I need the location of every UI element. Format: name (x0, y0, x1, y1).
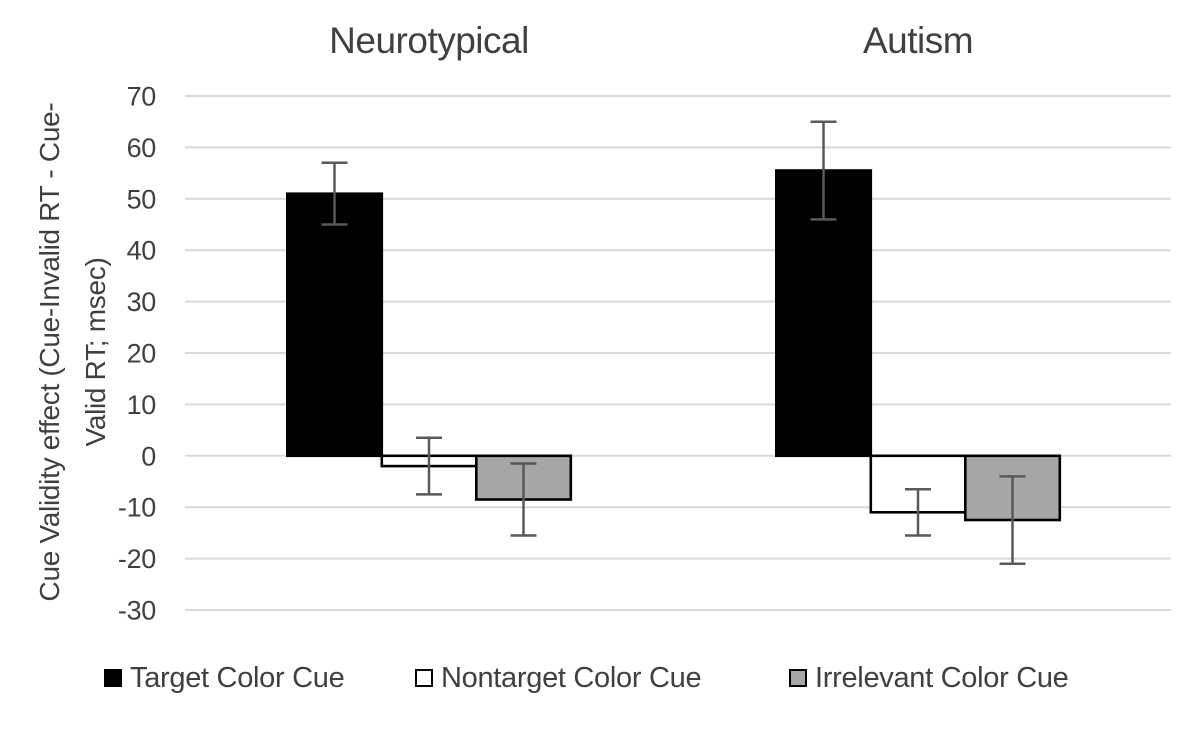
group-title-neurotypical: Neurotypical (329, 20, 529, 61)
legend-item-irrelevant-color-cue: Irrelevant Color Cue (789, 662, 1069, 694)
y-tick-label-70: 70 (127, 82, 156, 112)
y-tick-label-30: 30 (127, 287, 156, 317)
bar-neurotypical-target-color-cue (285, 192, 384, 458)
y-tick-label-20: 20 (127, 339, 156, 369)
y-tick-label-60: 60 (127, 133, 156, 163)
legend-item-target-color-cue: Target Color Cue (104, 661, 345, 694)
group-title-autism: Autism (862, 20, 974, 61)
legend-item-nontarget-color-cue: Nontarget Color Cue (415, 661, 702, 694)
legend-swatch-target-color-cue (104, 669, 122, 687)
y-tick-label-10: 10 (127, 390, 156, 420)
y-tick-label--30: -30 (118, 596, 156, 626)
legend-swatch-nontarget-color-cue (415, 669, 433, 687)
y-tick-label--20: -20 (118, 544, 156, 574)
legend-label-irrelevant-color-cue: Irrelevant Color Cue (815, 661, 1069, 694)
y-tick-label--10: -10 (118, 493, 156, 523)
y-tick-label-0: 0 (141, 441, 156, 471)
legend-label-target-color-cue: Target Color Cue (130, 661, 345, 694)
legend-swatch-irrelevant-color-cue (789, 669, 807, 687)
legend-label-nontarget-color-cue: Nontarget Color Cue (441, 661, 702, 694)
y-tick-label-40: 40 (127, 236, 156, 266)
y-tick-label-50: 50 (127, 184, 156, 214)
